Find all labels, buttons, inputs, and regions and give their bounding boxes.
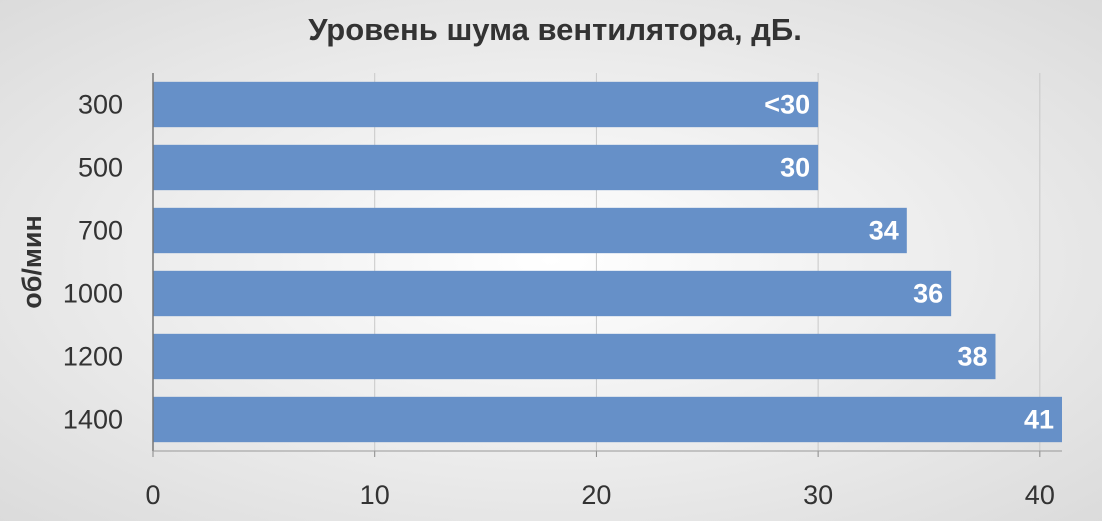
bar bbox=[153, 207, 907, 254]
y-axis-label: об/мин bbox=[17, 215, 47, 309]
bar bbox=[153, 396, 1062, 443]
y-tick-label: 1000 bbox=[63, 279, 123, 309]
bar bbox=[153, 81, 819, 128]
y-tick-label: 500 bbox=[78, 153, 123, 183]
data-label: 34 bbox=[869, 216, 899, 246]
data-label: 36 bbox=[913, 279, 943, 309]
data-label: 41 bbox=[1024, 405, 1054, 435]
y-tick-label: 1400 bbox=[63, 405, 123, 435]
x-tick-label: 30 bbox=[803, 480, 833, 510]
x-tick-label: 10 bbox=[360, 480, 390, 510]
data-label: 30 bbox=[780, 153, 810, 183]
y-tick-label: 700 bbox=[78, 216, 123, 246]
x-tick-label: 20 bbox=[581, 480, 611, 510]
y-tick-label: 300 bbox=[78, 90, 123, 120]
chart-title: Уровень шума вентилятора, дБ. bbox=[308, 12, 802, 47]
x-tick-label: 0 bbox=[145, 480, 160, 510]
bar bbox=[153, 333, 996, 380]
x-tick-label: 40 bbox=[1025, 480, 1055, 510]
bar bbox=[153, 144, 819, 191]
data-label: <30 bbox=[764, 90, 810, 120]
y-tick-label: 1200 bbox=[63, 342, 123, 372]
bar bbox=[153, 270, 952, 317]
data-label: 38 bbox=[957, 342, 987, 372]
